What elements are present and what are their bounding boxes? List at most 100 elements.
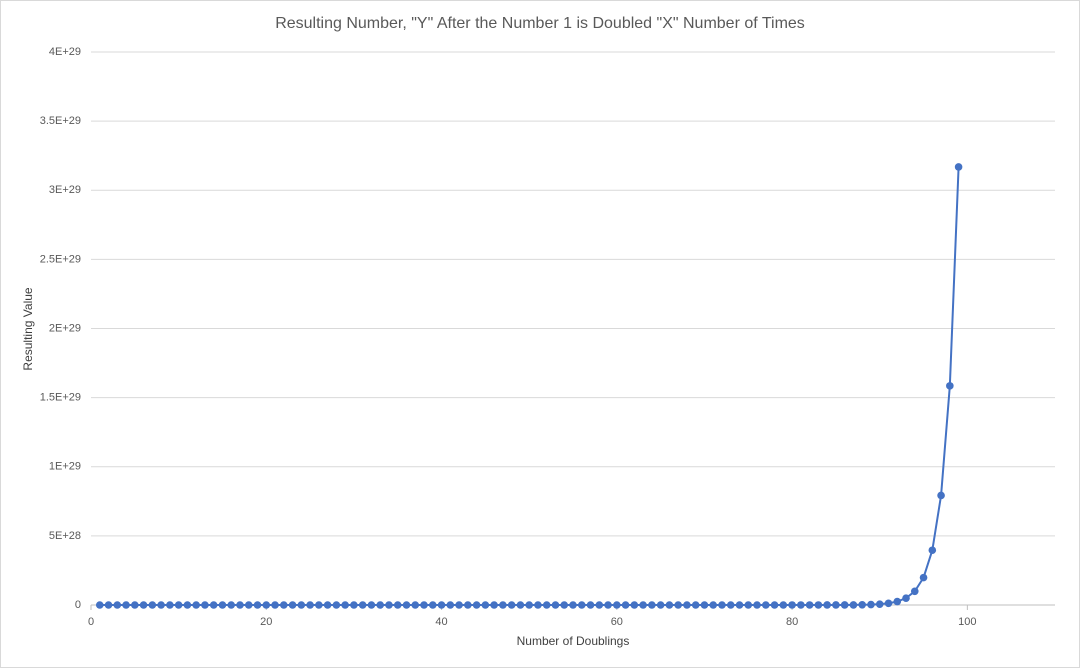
data-point bbox=[726, 601, 735, 609]
data-point bbox=[280, 601, 288, 609]
data-point bbox=[709, 601, 718, 609]
data-point bbox=[507, 601, 516, 609]
data-point bbox=[656, 601, 665, 609]
x-tick-label: 40 bbox=[435, 616, 447, 628]
data-point bbox=[902, 594, 910, 602]
y-tick-label: 4E+29 bbox=[49, 46, 81, 58]
data-point bbox=[385, 601, 393, 609]
data-point bbox=[954, 163, 963, 171]
data-point bbox=[797, 601, 805, 609]
data-point bbox=[595, 601, 604, 609]
y-tick-label: 2.5E+29 bbox=[40, 253, 81, 265]
chart-title: Resulting Number, "Y" After the Number 1… bbox=[275, 15, 805, 32]
data-point bbox=[315, 601, 323, 609]
data-point bbox=[253, 601, 262, 609]
y-tick-label: 1E+29 bbox=[49, 461, 81, 473]
data-point bbox=[630, 601, 639, 609]
data-point bbox=[201, 601, 209, 609]
data-point bbox=[788, 601, 796, 609]
data-point bbox=[753, 601, 761, 609]
data-point bbox=[297, 601, 306, 609]
data-point bbox=[525, 601, 533, 609]
data-point bbox=[551, 601, 560, 609]
data-point bbox=[604, 601, 612, 609]
x-tick-label: 100 bbox=[958, 616, 976, 628]
data-point bbox=[937, 491, 945, 500]
data-point bbox=[376, 601, 385, 609]
data-point bbox=[437, 601, 446, 609]
x-axis-label: Number of Doublings bbox=[517, 634, 630, 648]
data-point bbox=[683, 601, 691, 609]
data-point bbox=[569, 601, 577, 609]
data-point bbox=[867, 600, 875, 609]
data-point bbox=[762, 601, 770, 609]
data-point bbox=[420, 601, 428, 609]
data-point bbox=[893, 597, 902, 606]
data-point bbox=[542, 601, 551, 609]
data-point bbox=[481, 601, 490, 609]
data-point bbox=[218, 601, 227, 609]
data-point bbox=[849, 601, 858, 609]
data-point bbox=[577, 601, 586, 609]
data-point bbox=[621, 601, 630, 609]
data-point bbox=[95, 601, 104, 609]
y-axis-label: Resulting Value bbox=[21, 287, 35, 370]
data-point bbox=[735, 601, 744, 609]
data-point bbox=[884, 599, 893, 608]
data-point bbox=[192, 601, 200, 609]
data-point bbox=[131, 601, 139, 609]
data-point bbox=[875, 600, 884, 608]
data-point bbox=[122, 601, 130, 609]
data-point bbox=[639, 601, 647, 609]
data-point bbox=[823, 601, 831, 609]
data-point bbox=[946, 382, 954, 390]
data-point bbox=[341, 601, 349, 609]
data-point bbox=[262, 601, 271, 609]
data-point bbox=[332, 601, 341, 609]
data-point bbox=[139, 601, 148, 609]
data-point bbox=[323, 601, 332, 609]
data-point bbox=[648, 601, 656, 609]
y-tick-label: 5E+28 bbox=[49, 530, 81, 542]
data-point bbox=[744, 601, 753, 609]
data-point bbox=[805, 601, 814, 609]
data-point bbox=[113, 601, 122, 609]
data-point bbox=[402, 601, 411, 609]
data-point bbox=[919, 573, 928, 582]
data-point bbox=[367, 601, 376, 609]
data-point bbox=[472, 601, 481, 609]
data-point bbox=[157, 601, 165, 609]
data-point bbox=[499, 601, 507, 609]
data-point bbox=[393, 601, 402, 609]
data-point bbox=[446, 601, 455, 609]
y-tick-label: 3.5E+29 bbox=[40, 115, 81, 127]
data-point bbox=[288, 601, 297, 609]
data-point bbox=[464, 601, 472, 609]
data-point bbox=[104, 601, 113, 609]
x-tick-label: 60 bbox=[611, 616, 623, 628]
data-point bbox=[148, 601, 157, 609]
y-tick-label: 3E+29 bbox=[49, 184, 81, 196]
data-point bbox=[350, 601, 358, 609]
data-point bbox=[166, 601, 174, 609]
y-tick-label: 0 bbox=[75, 599, 81, 611]
data-point bbox=[428, 601, 437, 609]
x-tick-label: 0 bbox=[88, 616, 94, 628]
data-point bbox=[770, 601, 779, 609]
data-point bbox=[411, 601, 420, 609]
data-point bbox=[209, 601, 218, 609]
data-point bbox=[691, 601, 700, 609]
data-point bbox=[779, 601, 788, 609]
data-point bbox=[910, 587, 919, 596]
data-point bbox=[244, 601, 253, 609]
data-point bbox=[840, 601, 849, 609]
data-point bbox=[928, 546, 937, 555]
data-point bbox=[236, 601, 244, 609]
data-point bbox=[271, 601, 279, 609]
y-tick-label: 1.5E+29 bbox=[40, 392, 81, 404]
data-point bbox=[358, 601, 367, 609]
data-point bbox=[560, 601, 569, 609]
data-point bbox=[858, 600, 866, 609]
